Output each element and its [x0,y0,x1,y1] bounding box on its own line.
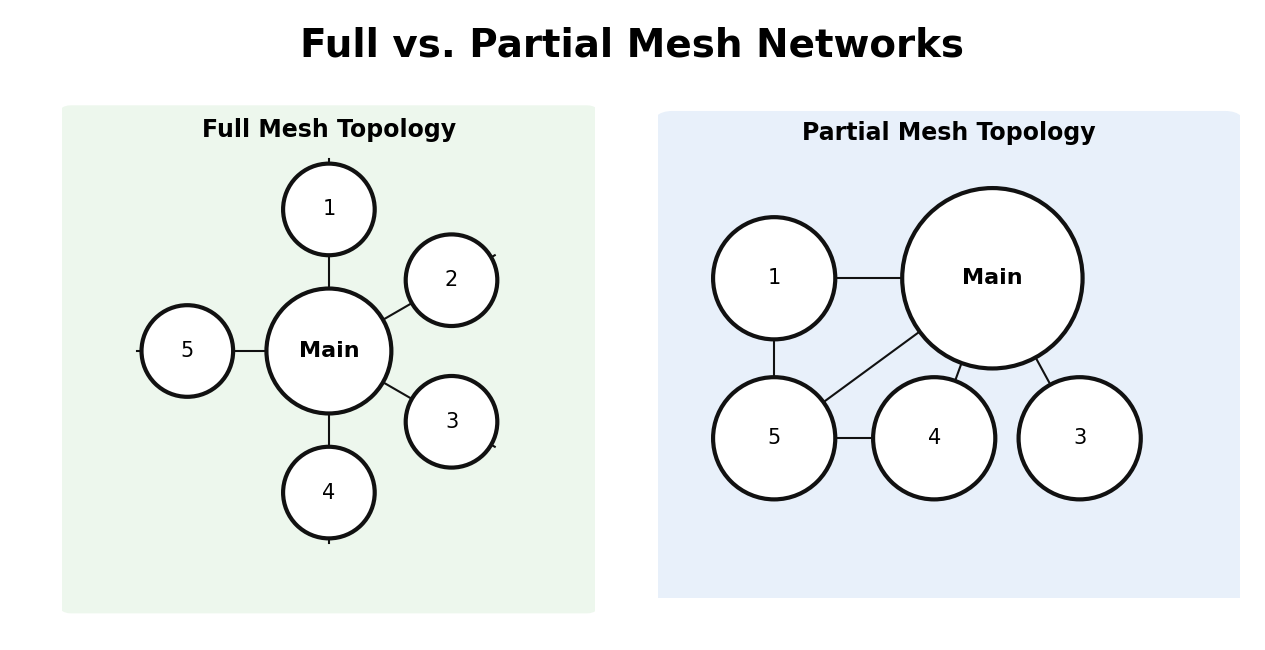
Circle shape [1018,377,1141,499]
Circle shape [713,377,835,499]
Text: 3: 3 [445,412,458,432]
Text: Full Mesh Topology: Full Mesh Topology [202,118,455,142]
FancyBboxPatch shape [58,105,600,614]
Circle shape [902,188,1083,369]
Circle shape [142,306,233,396]
Circle shape [283,164,374,255]
Text: Main: Main [299,341,359,361]
Circle shape [406,235,497,326]
Circle shape [873,377,996,499]
Circle shape [283,447,374,538]
Text: 5: 5 [181,341,194,361]
Text: 2: 2 [445,270,458,290]
Text: Full vs. Partial Mesh Networks: Full vs. Partial Mesh Networks [301,27,964,64]
Circle shape [267,289,391,413]
Text: 1: 1 [323,200,335,220]
Text: Partial Mesh Topology: Partial Mesh Topology [802,121,1095,145]
FancyBboxPatch shape [650,111,1247,606]
Text: 5: 5 [768,428,781,448]
Text: 4: 4 [927,428,941,448]
Circle shape [713,217,835,339]
Text: Main: Main [963,268,1022,288]
Text: 4: 4 [323,482,335,502]
Text: 1: 1 [768,268,781,288]
Text: 3: 3 [1073,428,1087,448]
Circle shape [406,376,497,467]
